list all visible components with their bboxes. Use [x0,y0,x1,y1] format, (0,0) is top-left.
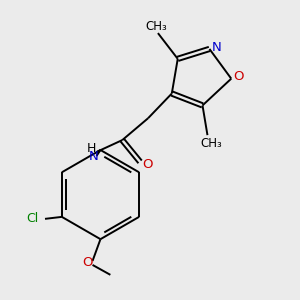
Text: Cl: Cl [26,212,38,225]
Text: N: N [212,41,221,55]
Text: H: H [87,142,96,154]
Text: CH₃: CH₃ [201,136,222,150]
Text: O: O [142,158,152,171]
Text: O: O [233,70,243,83]
Text: N: N [89,150,98,164]
Text: CH₃: CH₃ [145,20,167,33]
Text: O: O [82,256,93,269]
